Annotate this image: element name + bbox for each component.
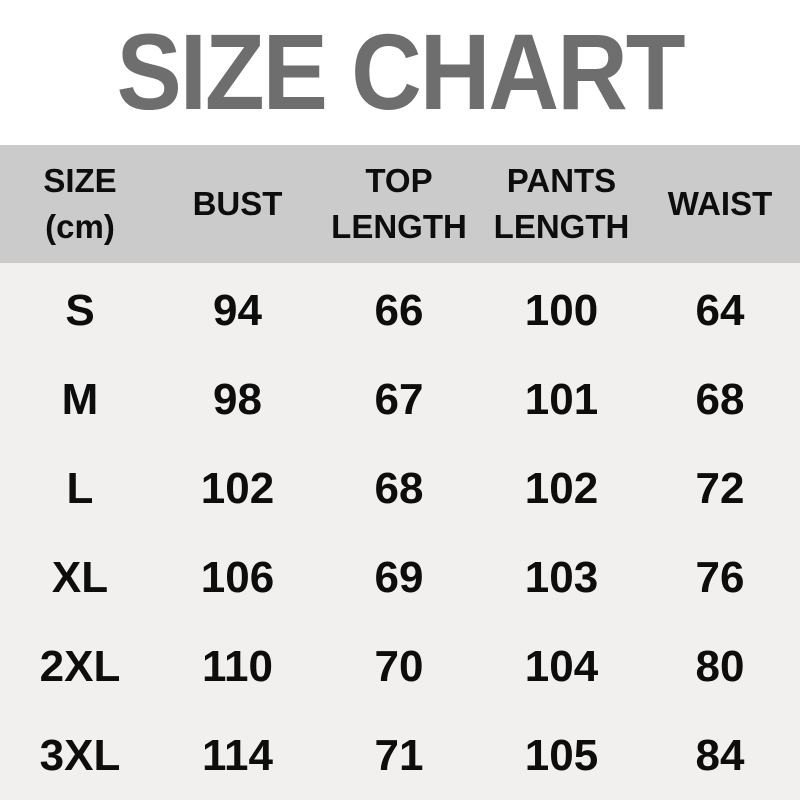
cell-pants-length: 103 — [524, 552, 599, 602]
cell-waist: 64 — [695, 285, 745, 335]
cell-pants-length: 104 — [524, 641, 599, 691]
cell-pants-length: 105 — [524, 730, 599, 780]
cell-pants-length: 101 — [524, 374, 599, 424]
cell-top-length: 67 — [374, 374, 424, 424]
table-row-s: S 94 66 100 64 — [0, 266, 800, 355]
cell-waist: 80 — [695, 641, 745, 691]
row-label: 2XL — [39, 641, 121, 691]
header-cell-waist: WAIST — [667, 184, 773, 222]
cell-bust: 106 — [200, 552, 275, 602]
header-cell-size: SIZE (cm) — [43, 161, 117, 245]
cell-waist: 84 — [695, 730, 745, 780]
table-body: S 94 66 100 64 M 98 67 101 68 L 102 68 1… — [0, 263, 800, 800]
cell-top-length: 69 — [374, 552, 424, 602]
title-area: SIZE CHART — [0, 0, 800, 145]
cell-pants-length: 100 — [524, 285, 599, 335]
cell-bust: 94 — [213, 285, 262, 335]
cell-pants-length: 102 — [524, 463, 599, 513]
table-row-xl: XL 106 69 103 76 — [0, 533, 800, 622]
row-label: M — [61, 374, 99, 424]
row-label: S — [65, 285, 95, 335]
cell-waist: 76 — [695, 552, 745, 602]
table-row-l: L 102 68 102 72 — [0, 444, 800, 533]
size-table: SIZE (cm) BUST TOP LENGTH PANTS LENGTH W… — [0, 145, 800, 800]
header-cell-pants-length: PANTS LENGTH — [493, 161, 630, 245]
cell-waist: 72 — [695, 463, 745, 513]
row-label: 3XL — [39, 730, 121, 780]
cell-top-length: 71 — [374, 730, 424, 780]
row-label: XL — [51, 552, 109, 602]
table-header-row: SIZE (cm) BUST TOP LENGTH PANTS LENGTH W… — [0, 145, 800, 263]
table-row-2xl: 2XL 110 70 104 80 — [0, 622, 800, 711]
cell-waist: 68 — [695, 374, 745, 424]
header-cell-bust: BUST — [192, 184, 283, 222]
cell-top-length: 68 — [374, 463, 424, 513]
cell-bust: 102 — [200, 463, 275, 513]
table-row-m: M 98 67 101 68 — [0, 355, 800, 444]
cell-top-length: 66 — [374, 285, 424, 335]
cell-bust: 98 — [213, 374, 262, 424]
header-cell-top-length: TOP LENGTH — [331, 161, 467, 245]
cell-top-length: 70 — [374, 641, 424, 691]
table-row-3xl: 3XL 114 71 105 84 — [0, 711, 800, 800]
row-label: L — [66, 463, 94, 513]
cell-bust: 114 — [202, 730, 273, 780]
page-title: SIZE CHART — [116, 12, 685, 132]
cell-bust: 110 — [202, 641, 273, 691]
